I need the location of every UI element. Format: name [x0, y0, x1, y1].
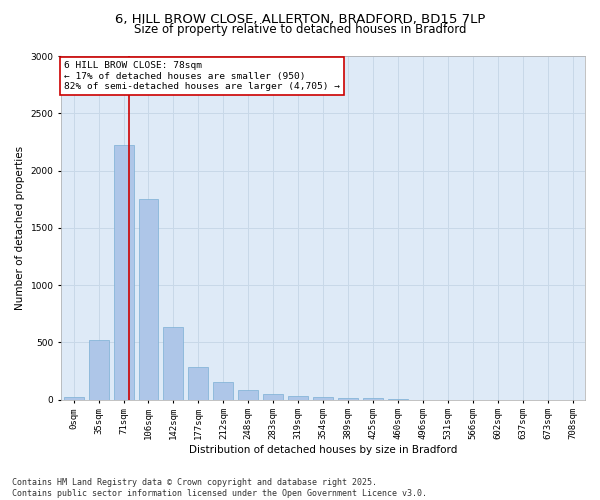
Bar: [363, 398, 383, 400]
Bar: [113, 146, 134, 400]
Bar: [214, 382, 233, 400]
Bar: [139, 199, 158, 400]
Bar: [338, 398, 358, 400]
Text: 6, HILL BROW CLOSE, ALLERTON, BRADFORD, BD15 7LP: 6, HILL BROW CLOSE, ALLERTON, BRADFORD, …: [115, 12, 485, 26]
Text: Size of property relative to detached houses in Bradford: Size of property relative to detached ho…: [134, 22, 466, 36]
Bar: [64, 396, 83, 400]
Text: Contains HM Land Registry data © Crown copyright and database right 2025.
Contai: Contains HM Land Registry data © Crown c…: [12, 478, 427, 498]
Bar: [163, 327, 184, 400]
Bar: [388, 399, 408, 400]
Y-axis label: Number of detached properties: Number of detached properties: [15, 146, 25, 310]
Bar: [188, 368, 208, 400]
Bar: [89, 340, 109, 400]
Bar: [263, 394, 283, 400]
Text: 6 HILL BROW CLOSE: 78sqm
← 17% of detached houses are smaller (950)
82% of semi-: 6 HILL BROW CLOSE: 78sqm ← 17% of detach…: [64, 61, 340, 91]
Bar: [288, 396, 308, 400]
X-axis label: Distribution of detached houses by size in Bradford: Distribution of detached houses by size …: [189, 445, 457, 455]
Bar: [313, 398, 333, 400]
Bar: [238, 390, 258, 400]
